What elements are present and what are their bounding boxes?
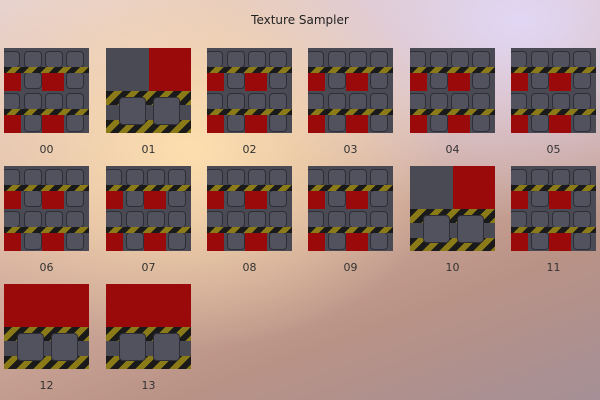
texture-image (106, 166, 191, 251)
texture-label: 04 (445, 143, 460, 156)
texture-label: 07 (141, 261, 156, 274)
texture-thumbnail[interactable]: 01 (106, 48, 191, 156)
texture-thumbnail[interactable]: 09 (308, 166, 393, 274)
texture-label: 00 (39, 143, 54, 156)
texture-thumbnail[interactable]: 06 (4, 166, 89, 274)
texture-thumbnail[interactable]: 05 (511, 48, 596, 156)
texture-image (106, 48, 191, 133)
window-title: Texture Sampler (251, 13, 349, 27)
texture-image (308, 48, 393, 133)
texture-thumbnail[interactable]: 04 (410, 48, 495, 156)
texture-thumbnail[interactable]: 11 (511, 166, 596, 274)
texture-image (106, 284, 191, 369)
texture-image (410, 166, 495, 251)
texture-thumbnail[interactable]: 07 (106, 166, 191, 274)
texture-thumbnail[interactable]: 13 (106, 284, 191, 392)
texture-image (4, 284, 89, 369)
texture-image (511, 166, 596, 251)
texture-thumbnail[interactable]: 00 (4, 48, 89, 156)
texture-image (4, 48, 89, 133)
texture-image (410, 48, 495, 133)
texture-label: 02 (242, 143, 257, 156)
texture-image (207, 48, 292, 133)
texture-label: 11 (546, 261, 561, 274)
texture-thumbnail[interactable]: 03 (308, 48, 393, 156)
texture-label: 06 (39, 261, 54, 274)
texture-label: 12 (39, 379, 54, 392)
texture-label: 03 (343, 143, 358, 156)
texture-thumbnail[interactable]: 10 (410, 166, 495, 274)
texture-image (207, 166, 292, 251)
texture-image (4, 166, 89, 251)
texture-label: 10 (445, 261, 460, 274)
texture-thumbnail[interactable]: 02 (207, 48, 292, 156)
texture-image (308, 166, 393, 251)
texture-label: 05 (546, 143, 561, 156)
texture-label: 13 (141, 379, 156, 392)
texture-thumbnail[interactable]: 08 (207, 166, 292, 274)
texture-label: 09 (343, 261, 358, 274)
texture-label: 01 (141, 143, 156, 156)
texture-thumbnail[interactable]: 12 (4, 284, 89, 392)
texture-image (511, 48, 596, 133)
texture-label: 08 (242, 261, 257, 274)
